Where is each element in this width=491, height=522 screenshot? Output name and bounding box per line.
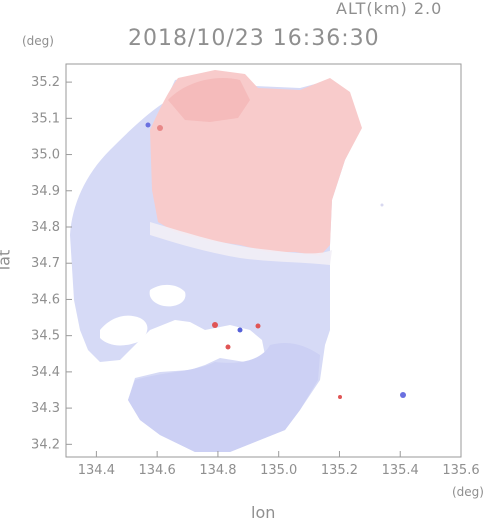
y-tick-label: 35.2 [31, 75, 60, 90]
echo-speckle [380, 203, 384, 207]
y-axis-unit: (deg) [22, 34, 54, 48]
neutral-band [150, 222, 332, 265]
radar-field [70, 70, 406, 452]
x-axis-ticks: 134.4 134.6 134.8 135.0 135.2 135.4 135.6 [78, 451, 480, 478]
y-tick-label: 34.7 [31, 256, 60, 271]
sea-gap-west [100, 315, 148, 346]
y-tick-label: 34.4 [31, 365, 60, 380]
x-axis-unit: (deg) [452, 485, 484, 499]
echo-speckle [145, 122, 151, 128]
x-tick-label: 135.2 [321, 463, 358, 478]
y-tick-label: 34.8 [31, 220, 60, 235]
y-axis-label: lat [0, 249, 14, 271]
echo-speckle [157, 125, 163, 131]
x-tick-label: 134.8 [199, 463, 236, 478]
x-tick-label: 135.4 [382, 463, 419, 478]
echo-speckle [237, 327, 243, 333]
echo-speckle [255, 323, 261, 329]
sea-gap-center [149, 284, 186, 307]
echo-speckle [400, 392, 406, 398]
timestamp-label: 2018/10/23 16:36:30 [128, 26, 380, 51]
y-tick-label: 35.0 [31, 148, 60, 163]
y-tick-label: 35.1 [31, 111, 60, 126]
x-tick-label: 134.6 [139, 463, 176, 478]
y-tick-label: 34.3 [31, 401, 60, 416]
altitude-label: ALT(km) 2.0 [336, 0, 443, 18]
y-tick-label: 34.2 [31, 437, 60, 452]
x-axis-label: lon [251, 503, 276, 522]
echo-speckle [338, 395, 342, 399]
x-tick-label: 135.0 [260, 463, 297, 478]
x-tick-label: 134.4 [78, 463, 115, 478]
y-tick-label: 34.6 [31, 292, 60, 307]
echo-speckle [212, 322, 218, 328]
y-tick-label: 34.9 [31, 184, 60, 199]
y-tick-label: 34.5 [31, 329, 60, 344]
plot-frame [65, 63, 462, 458]
positive-core [168, 78, 250, 122]
negative-region-south [128, 343, 320, 452]
y-axis-ticks: 35.2 35.1 35.0 34.9 34.8 34.7 34.6 34.5 34.4 34.3… [31, 75, 72, 452]
x-tick-label: 135.6 [442, 463, 479, 478]
echo-speckle [225, 344, 231, 350]
